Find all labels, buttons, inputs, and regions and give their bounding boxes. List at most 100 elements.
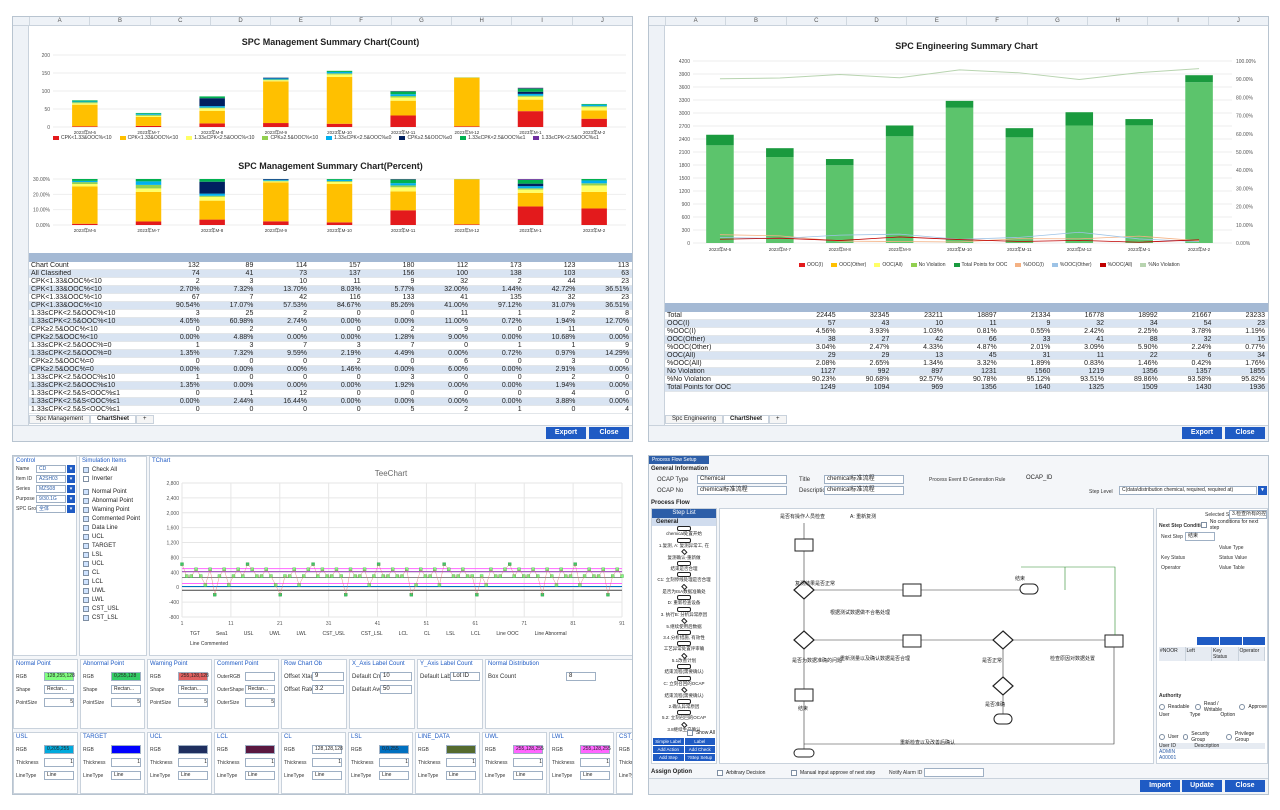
default-avg-select[interactable]: 50 — [380, 685, 412, 694]
step-level-select[interactable]: C(data\distribution chemical, required, … — [1119, 486, 1257, 495]
flow-tool-button[interactable]: Add Check — [684, 746, 715, 753]
simulation-checkbox[interactable]: Data Line — [83, 523, 146, 532]
default-label-select[interactable]: Lot ID — [450, 672, 480, 681]
control-field-input[interactable]: CD — [36, 465, 66, 473]
step-item[interactable]: D: 重新检查设备 — [652, 595, 716, 607]
point-size-input[interactable]: 5 — [44, 698, 74, 707]
add-sheet-tab[interactable]: + — [136, 415, 154, 424]
line-thickness-input[interactable]: 1 — [178, 758, 208, 767]
step-level-dropdown[interactable]: ▼ — [1258, 486, 1267, 495]
add-sheet-tab[interactable]: + — [769, 415, 787, 424]
step-item[interactable]: 5.2: 立刻召回的OCAP — [652, 710, 716, 722]
flow-tool-button[interactable]: ?Step Setup — [684, 754, 715, 761]
selected-step-select[interactable]: 3.检查所有的控制程序正常 — [1229, 510, 1267, 519]
user-list-column[interactable]: User ID — [1159, 743, 1176, 749]
point-shape-select[interactable]: Rectan... — [178, 685, 208, 694]
step-item[interactable]: 5.1改善计划 — [652, 652, 716, 665]
close-button[interactable]: Close — [1225, 427, 1265, 439]
step-item[interactable]: 结束流程(需要确认) — [652, 687, 716, 699]
line-thickness-input[interactable]: 1 — [446, 758, 476, 767]
line-thickness-input[interactable]: 1 — [580, 758, 610, 767]
flow-tool-button[interactable]: Simple Label — [653, 738, 684, 745]
search-icon[interactable]: ▾ — [67, 475, 75, 483]
line-type-select[interactable]: Line — [513, 771, 543, 780]
line-type-select[interactable]: Line — [44, 771, 74, 780]
search-icon[interactable]: ▾ — [67, 485, 75, 493]
add-condition-button[interactable] — [1197, 637, 1219, 645]
tab-spc-management[interactable]: Spc Management — [29, 415, 91, 424]
line-type-select[interactable]: Line — [379, 771, 409, 780]
grid-column-header[interactable]: #NOOR — [1159, 647, 1186, 661]
step-item[interactable]: 工艺异常处置评审确 — [652, 641, 716, 653]
grid-column-header[interactable]: Operator — [1239, 647, 1265, 661]
line-type-select[interactable]: Line — [580, 771, 610, 780]
control-field-input[interactable]: 9/30.1G — [36, 495, 66, 503]
simulation-checkbox[interactable]: Warning Point — [83, 505, 146, 514]
point-shape-select[interactable]: Rectan... — [245, 685, 275, 694]
simulation-checkbox[interactable]: LSL — [83, 550, 146, 559]
step-item[interactable]: C: 立刻召回的OCAP — [652, 675, 716, 688]
grid-column-header[interactable]: Key Status — [1212, 647, 1239, 661]
user-type-radio[interactable]: User — [1159, 732, 1179, 741]
show-all-checkbox[interactable]: Show All — [653, 728, 715, 737]
export-button[interactable]: Export — [546, 427, 586, 439]
default-count-select[interactable]: 10 — [380, 672, 412, 681]
point-color-swatch[interactable]: 128,255,128 — [44, 672, 75, 681]
simulation-checkbox[interactable]: CST_USL — [83, 604, 146, 613]
step-item[interactable]: 3.8继续生产确认 — [652, 721, 716, 734]
close-button[interactable]: Close — [1225, 780, 1265, 792]
line-thickness-input[interactable]: 1 — [245, 758, 275, 767]
title-input[interactable]: chemical标准流程 — [824, 475, 904, 484]
simulation-checkbox[interactable]: UCL — [83, 532, 146, 541]
update-button[interactable]: Update — [1182, 780, 1222, 792]
flow-tool-button[interactable]: Label — [684, 738, 715, 745]
simulation-checkbox[interactable]: UWL — [83, 586, 146, 595]
point-shape-select[interactable]: Rectan... — [44, 685, 74, 694]
line-type-select[interactable]: Line — [111, 771, 141, 780]
line-color-swatch[interactable] — [446, 745, 476, 754]
tab-chartsheet[interactable]: ChartSheet — [723, 415, 770, 424]
step-item[interactable]: 1.复测, A: 复测异常工, 在 — [652, 537, 716, 550]
point-size-input[interactable]: 5 — [178, 698, 208, 707]
close-button[interactable]: Close — [589, 427, 629, 439]
step-item[interactable]: 复测确认-重新做 — [652, 549, 716, 561]
step-item[interactable]: 3. 执行B: 分析异常原因 — [652, 606, 716, 619]
step-item[interactable]: 2.确认异常原因 — [652, 698, 716, 711]
simulation-checkbox[interactable]: Commented Point — [83, 514, 146, 523]
line-type-select[interactable]: Line — [178, 771, 208, 780]
point-size-input[interactable]: 5 — [245, 698, 275, 707]
control-field-input[interactable]: A2SH03 — [36, 475, 66, 483]
simulation-checkbox[interactable]: Abnormal Point — [83, 496, 146, 505]
simulation-checkbox[interactable]: UCL — [83, 559, 146, 568]
line-thickness-input[interactable]: 1 — [379, 758, 409, 767]
line-type-select[interactable]: Line — [245, 771, 275, 780]
point-color-swatch[interactable]: 255,128,128 — [178, 672, 209, 681]
step-item[interactable]: C1: 立刻停线处理是否合理 — [652, 572, 716, 584]
line-thickness-input[interactable]: 1 — [513, 758, 543, 767]
line-color-swatch[interactable] — [245, 745, 275, 754]
tab-chartsheet[interactable]: ChartSheet — [90, 415, 137, 424]
control-field-input[interactable]: 全体 — [36, 505, 66, 513]
simulation-checkbox[interactable]: Inverter — [83, 474, 146, 483]
authority-radio[interactable]: Readable — [1159, 702, 1189, 711]
step-item[interactable]: 结束是否合理 — [652, 560, 716, 573]
search-icon[interactable]: ▾ — [67, 465, 75, 473]
no-conditions-checkbox[interactable]: No conditions for next step — [1201, 519, 1267, 531]
line-color-swatch[interactable] — [178, 745, 208, 754]
line-color-swatch[interactable]: 0,205,255 — [44, 745, 74, 754]
authority-radio[interactable]: Approve — [1239, 702, 1267, 711]
arbitrary-decision-checkbox[interactable]: Arbitrary Decision — [717, 768, 765, 777]
grid-column-header[interactable]: Left — [1186, 647, 1212, 661]
user-type-radio[interactable]: Security Group — [1182, 731, 1223, 743]
search-icon[interactable]: ▾ — [67, 505, 75, 513]
line-type-select[interactable]: Line — [312, 771, 342, 780]
flow-tool-button[interactable]: Add Action — [653, 746, 684, 753]
simulation-checkbox[interactable]: CST_LSL — [83, 613, 146, 622]
user-list-column[interactable]: Description — [1194, 743, 1220, 749]
point-color-swatch[interactable] — [245, 672, 275, 681]
line-thickness-input[interactable]: 1 — [312, 758, 342, 767]
offset-rate-input[interactable]: 3.2 — [312, 685, 344, 694]
next-step-select[interactable]: 结束 — [1185, 532, 1215, 541]
line-color-swatch[interactable]: 128,128,128 — [312, 745, 343, 754]
simulation-checkbox[interactable]: LWL — [83, 595, 146, 604]
